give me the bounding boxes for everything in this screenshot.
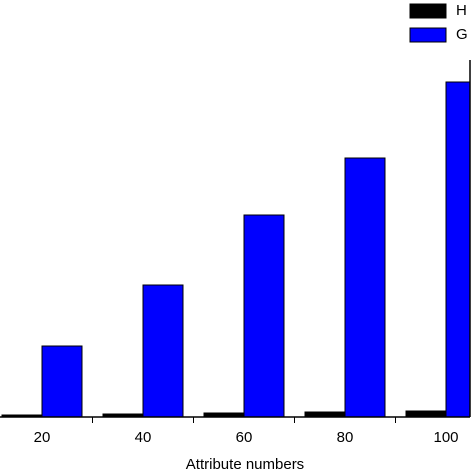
bar [344, 157, 386, 418]
bar [405, 410, 447, 418]
bar [142, 284, 184, 418]
legend-swatch [409, 27, 447, 43]
x-axis-title: Attribute numbers [186, 456, 304, 473]
bar [41, 345, 83, 418]
bar [445, 81, 470, 418]
bar [243, 214, 285, 418]
x-tick-label: 20 [34, 429, 51, 446]
legend-label: G [456, 26, 468, 43]
x-tick-label: 80 [337, 429, 354, 446]
x-tick-label: 60 [236, 429, 253, 446]
plot-area [1, 81, 470, 418]
x-tick-label: 40 [135, 429, 152, 446]
legend-swatch [409, 3, 447, 19]
x-tick-label: 100 [433, 429, 458, 446]
legend-label: H [456, 2, 467, 19]
